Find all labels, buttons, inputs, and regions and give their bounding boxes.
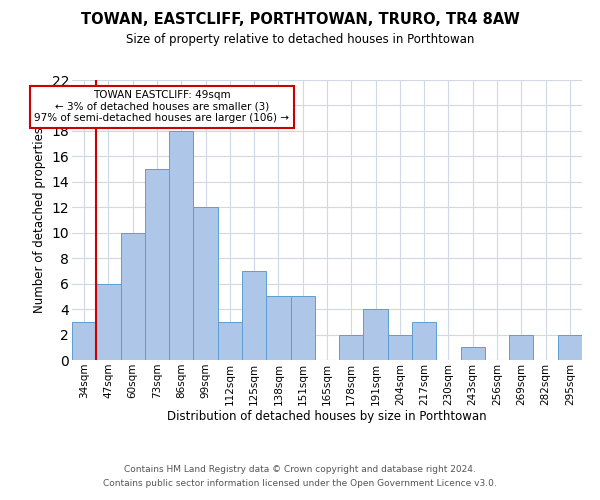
Bar (218, 322, 242, 360)
Bar (145, 169, 169, 360)
Y-axis label: Number of detached properties: Number of detached properties (33, 127, 46, 313)
Text: TOWAN, EASTCLIFF, PORTHTOWAN, TRURO, TR4 8AW: TOWAN, EASTCLIFF, PORTHTOWAN, TRURO, TR4… (80, 12, 520, 28)
X-axis label: Distribution of detached houses by size in Porthtowan: Distribution of detached houses by size … (167, 410, 487, 424)
Bar (461, 348, 485, 360)
Bar (412, 322, 436, 360)
Bar (388, 334, 412, 360)
Bar (558, 334, 582, 360)
Bar (290, 296, 315, 360)
Bar (169, 131, 193, 360)
Bar (72, 322, 96, 360)
Text: Contains HM Land Registry data © Crown copyright and database right 2024.
Contai: Contains HM Land Registry data © Crown c… (103, 466, 497, 487)
Bar (96, 284, 121, 360)
Bar (364, 309, 388, 360)
Bar (266, 296, 290, 360)
Bar (339, 334, 364, 360)
Bar (121, 232, 145, 360)
Bar (193, 208, 218, 360)
Bar (242, 271, 266, 360)
Text: TOWAN EASTCLIFF: 49sqm
← 3% of detached houses are smaller (3)
97% of semi-detac: TOWAN EASTCLIFF: 49sqm ← 3% of detached … (34, 90, 289, 124)
Bar (509, 334, 533, 360)
Text: Size of property relative to detached houses in Porthtowan: Size of property relative to detached ho… (126, 32, 474, 46)
